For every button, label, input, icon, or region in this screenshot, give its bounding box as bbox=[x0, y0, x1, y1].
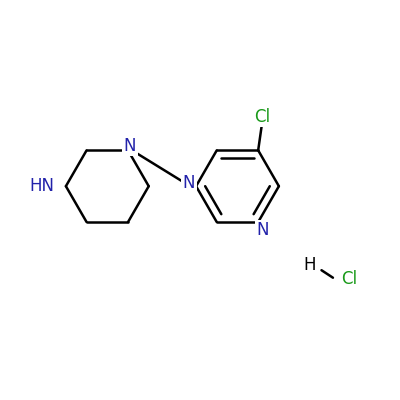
Text: N: N bbox=[256, 221, 268, 239]
Text: H: H bbox=[304, 256, 316, 274]
Text: Cl: Cl bbox=[254, 108, 270, 126]
Text: Cl: Cl bbox=[341, 270, 357, 288]
Text: HN: HN bbox=[29, 177, 54, 195]
Text: N: N bbox=[124, 136, 136, 154]
Text: N: N bbox=[183, 174, 195, 192]
